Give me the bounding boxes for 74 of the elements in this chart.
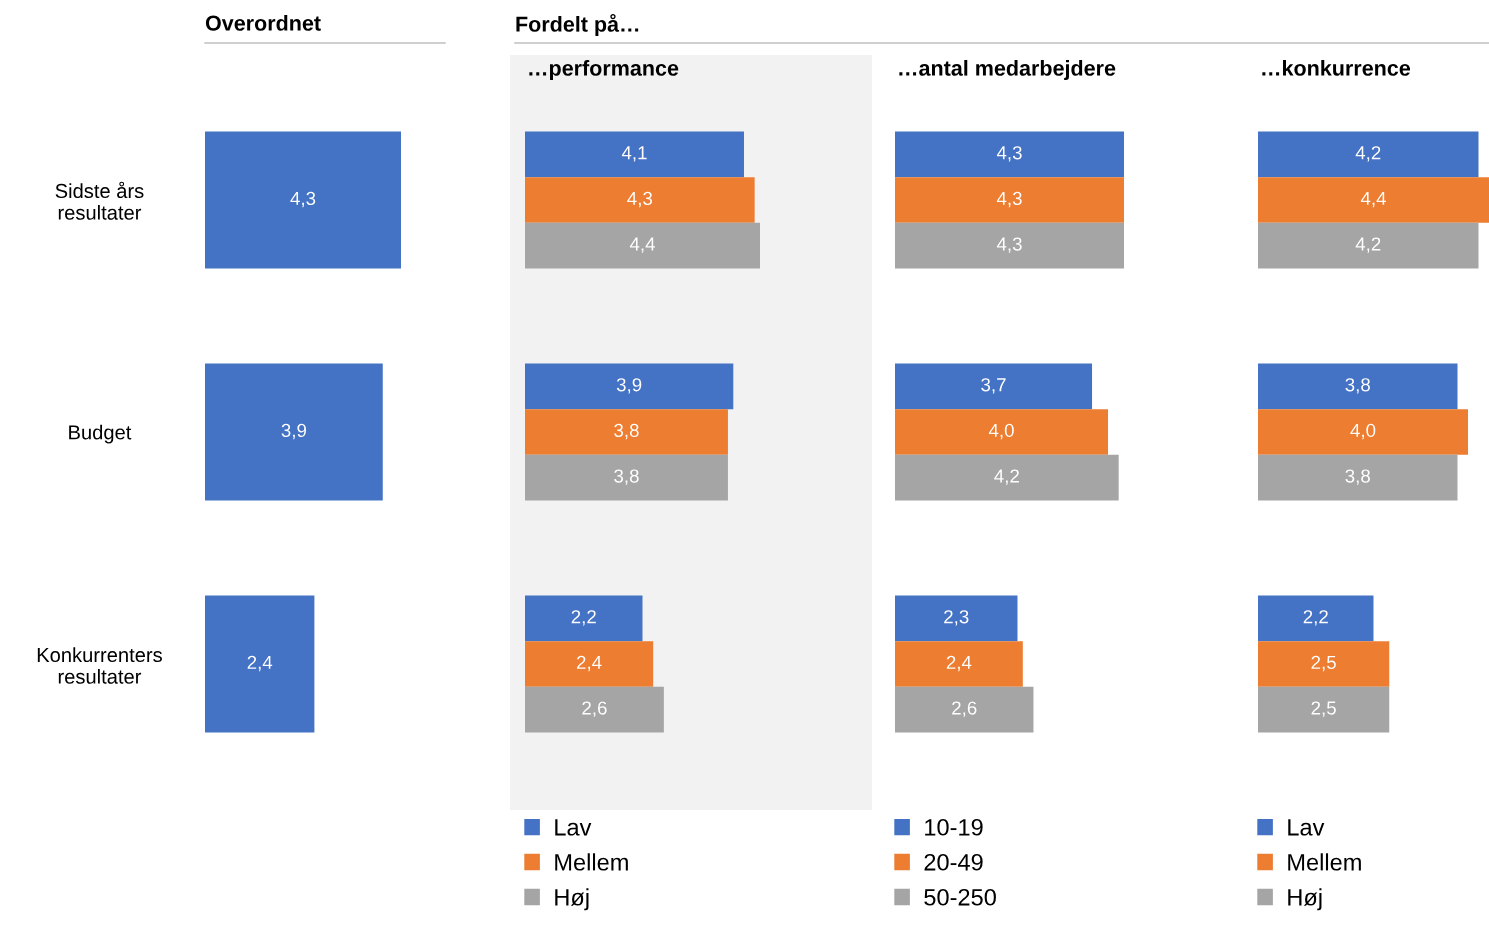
data-label: 4,3: [996, 191, 1022, 208]
chart-title: …konkurrence: [1262, 59, 1411, 76]
data-label: 4,2: [1355, 146, 1381, 162]
data-label: 4,2: [1355, 237, 1381, 253]
data-label: 2,6: [582, 701, 607, 717]
bar: [1258, 177, 1489, 223]
data-label: 4,4: [1360, 191, 1386, 208]
bar: [895, 595, 1018, 642]
data-label: 4,1: [621, 146, 647, 162]
data-label: 4,3: [996, 146, 1022, 162]
data-label: 3,8: [614, 469, 639, 485]
chart-title: Overordnet: [205, 14, 321, 31]
bar: [525, 409, 728, 455]
data-label: 2,5: [1311, 701, 1336, 717]
data-label: 3,9: [281, 423, 307, 440]
bar: [525, 454, 728, 501]
data-label: 2,3: [944, 610, 969, 626]
bar: [525, 131, 744, 178]
data-label: 2,4: [577, 655, 602, 672]
legend-label: Mellem: [555, 853, 628, 871]
y-tick-label: Sidste års resultater: [55, 181, 144, 220]
bar: [525, 177, 755, 223]
data-label: 4,4: [629, 237, 655, 253]
bar: [895, 454, 1119, 501]
data-label: 4,0: [1350, 423, 1376, 440]
data-label: 3,8: [614, 423, 639, 440]
y-tick-label: Konkurrenters resultater: [37, 647, 162, 684]
legend-label: Mellem: [1288, 853, 1361, 871]
data-label: 2,4: [247, 655, 273, 672]
data-label: 3,8: [1345, 378, 1370, 394]
data-label: 4,3: [627, 191, 653, 208]
bar: [1258, 363, 1458, 410]
legend-label: 20-49: [924, 853, 983, 871]
legend-label: Høj: [555, 888, 589, 911]
data-label: 4,0: [988, 423, 1014, 440]
bar: [525, 595, 643, 642]
bar: [895, 641, 1023, 687]
data-label: 4,3: [996, 237, 1022, 253]
text: Fordelt på…: [516, 13, 639, 37]
chart-title: …antal medarbejdere: [899, 59, 1116, 81]
legend-label: 50-250: [924, 888, 996, 906]
data-label: 3,8: [1345, 469, 1370, 485]
bar: [1258, 686, 1390, 733]
bar: [1258, 595, 1374, 642]
bar: [895, 686, 1034, 733]
bar: [895, 177, 1124, 223]
data-label: 2,2: [1303, 610, 1328, 626]
bar: [525, 641, 654, 687]
legend-label: Lav: [555, 819, 592, 836]
bar: [895, 131, 1124, 178]
chart-title: …performance: [529, 59, 679, 81]
data-label: 3,9: [616, 378, 642, 394]
data-label: 2,6: [952, 701, 977, 717]
bar: [895, 409, 1109, 455]
bar: [895, 363, 1093, 410]
bar: [525, 363, 734, 410]
data-label: 4,3: [290, 191, 316, 208]
data-label: 4,2: [994, 469, 1019, 485]
bar: [1258, 222, 1479, 269]
legend-label: Høj: [1288, 888, 1322, 911]
y-tick-label: Budget: [69, 424, 132, 444]
data-label: 2,4: [946, 655, 972, 672]
bar: [1258, 409, 1468, 455]
bar: [1258, 641, 1390, 687]
data-label: 2,5: [1311, 655, 1336, 672]
bar: [1258, 131, 1479, 178]
legend-label: 10-19: [925, 818, 983, 836]
data-label: 2,2: [571, 610, 596, 626]
data-label: 3,7: [981, 378, 1006, 394]
bar: [1258, 454, 1458, 501]
bar: [895, 222, 1124, 269]
bar: [525, 222, 760, 269]
legend-label: Lav: [1288, 819, 1325, 836]
bar: [525, 686, 664, 733]
